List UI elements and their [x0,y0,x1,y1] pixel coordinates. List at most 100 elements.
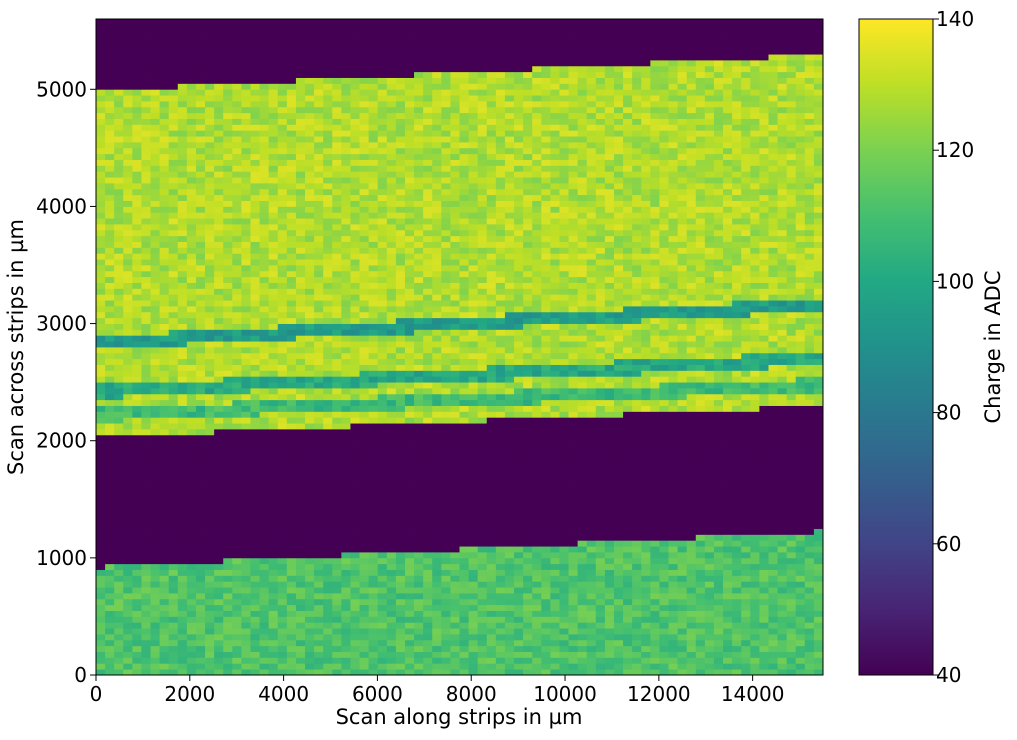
heatmap-cell [386,77,397,84]
heatmap-cell [468,153,479,160]
heatmap-cell [195,106,206,114]
heatmap-cell [305,639,315,647]
heatmap-cell [114,276,124,283]
heatmap-cell [314,183,324,190]
heatmap-cell [404,247,415,254]
heatmap-cell [232,651,242,658]
heatmap-cell [368,317,379,324]
heatmap-cell [441,153,451,160]
heatmap-cell [286,423,297,430]
heatmap-cell [195,376,206,383]
heatmap-cell [250,598,260,606]
heatmap-cell [414,446,424,453]
heatmap-cell [368,446,379,453]
heatmap-cell [441,77,451,84]
heatmap-cell [205,546,215,553]
heatmap-cell [232,575,242,582]
heatmap-cell [277,294,288,301]
heatmap-cell [114,48,124,55]
heatmap-cell [323,218,333,225]
heatmap-cell [259,628,270,635]
heatmap-cell [159,265,170,272]
heatmap-cell [186,663,197,670]
heatmap-cell [414,423,424,430]
heatmap-cell [459,364,469,371]
heatmap-cell [314,358,324,365]
heatmap-cell [332,341,342,348]
heatmap-cell [450,241,460,248]
heatmap-cell [259,458,270,465]
heatmap-cell [359,628,370,635]
heatmap-cell [214,399,224,406]
heatmap-cell [368,212,379,219]
heatmap-cell [132,212,142,219]
heatmap-cell [277,598,288,606]
heatmap-cell [123,575,133,582]
heatmap-cell [241,546,251,553]
heatmap-cell [441,540,451,547]
heatmap-cell [404,417,415,424]
heatmap-cell [186,440,197,447]
heatmap-cell [323,347,333,354]
heatmap-cell [223,639,233,647]
heatmap-cell [286,200,297,207]
heatmap-cell [368,124,379,131]
heatmap-cell [177,575,188,582]
heatmap-cell [286,645,297,652]
heatmap-cell [177,259,188,266]
heatmap-cell [96,364,106,371]
heatmap-cell [386,95,397,102]
heatmap-cell [350,323,360,330]
heatmap-cell [350,36,360,43]
heatmap-cell [132,118,142,125]
heatmap-cell [286,411,297,418]
heatmap-cell [250,153,260,160]
heatmap-cell [214,101,224,108]
heatmap-cell [459,224,469,231]
heatmap-cell [150,405,161,412]
heatmap-cell [368,575,379,582]
heatmap-cell [96,300,106,307]
heatmap-cell [414,194,424,201]
heatmap-cell [495,446,506,453]
heatmap-cell [323,634,333,641]
heatmap-cell [214,440,224,447]
heatmap-cell [186,30,197,37]
heatmap-cell [168,19,179,26]
heatmap-cell [214,622,224,629]
heatmap-cell [432,42,442,49]
heatmap-cell [168,282,179,289]
heatmap-cell [414,505,424,512]
heatmap-cell [177,311,188,319]
heatmap-cell [286,651,297,658]
heatmap-cell [241,452,251,459]
heatmap-cell [105,376,115,383]
heatmap-cell [423,657,433,664]
heatmap-cell [150,598,161,606]
heatmap-cell [177,446,188,453]
heatmap-cell [159,481,170,488]
heatmap-cell [195,505,206,512]
heatmap-cell [150,288,161,295]
heatmap-cell [423,89,433,96]
heatmap-cell [223,130,233,137]
heatmap-cell [414,557,424,565]
heatmap-cell [250,669,260,675]
heatmap-cell [150,247,161,254]
heatmap-cell [141,452,151,459]
heatmap-cell [368,165,379,172]
heatmap-cell [250,200,260,207]
heatmap-cell [123,470,133,477]
heatmap-cell [168,546,179,553]
heatmap-cell [350,522,360,529]
heatmap-cell [150,130,161,137]
heatmap-cell [295,124,306,131]
heatmap-cell [195,528,206,535]
heatmap-cell [377,663,388,670]
heatmap-cell [96,253,106,260]
heatmap-cell [195,265,206,272]
heatmap-cell [195,259,206,266]
heatmap-cell [277,411,288,418]
heatmap-cell [123,563,133,570]
heatmap-cell [105,341,115,348]
